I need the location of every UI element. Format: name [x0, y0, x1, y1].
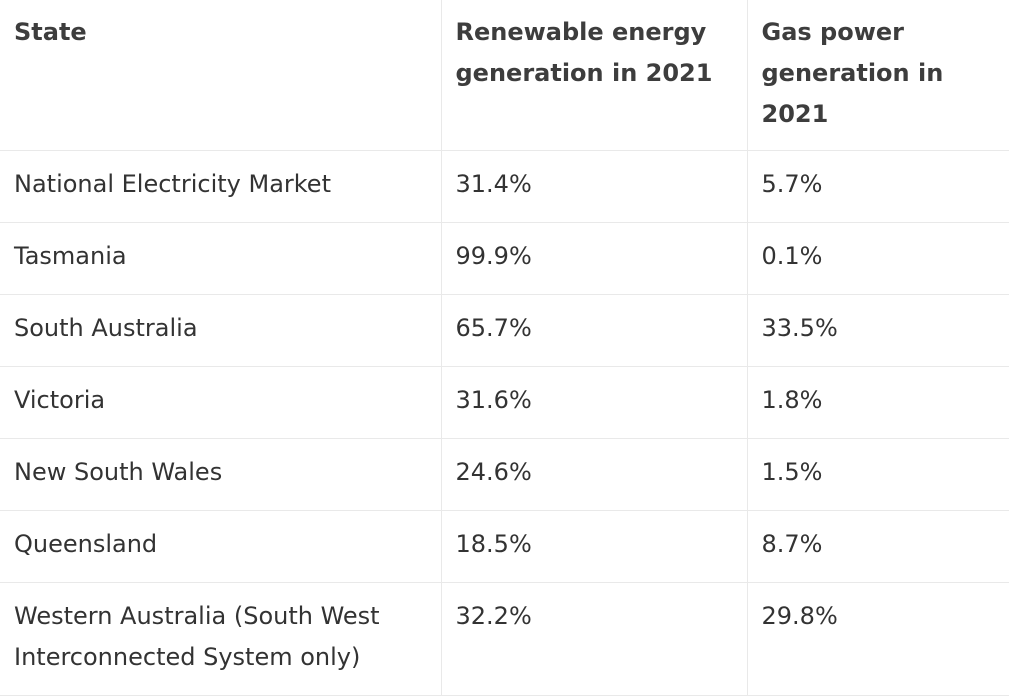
cell-renewable: 24.6% [440, 438, 748, 511]
table-row: New South Wales 24.6% 1.5% [0, 438, 1009, 511]
table-row: Western Australia (South West Interconne… [0, 582, 1009, 696]
cell-renewable: 99.9% [440, 222, 748, 295]
cell-renewable: 18.5% [440, 510, 748, 583]
table-row: Tasmania 99.9% 0.1% [0, 222, 1009, 295]
cell-gas: 29.8% [746, 582, 1009, 696]
table-row: South Australia 65.7% 33.5% [0, 294, 1009, 367]
cell-gas: 8.7% [746, 510, 1009, 583]
header-state: State [0, 0, 442, 151]
cell-state: Tasmania [0, 222, 442, 295]
cell-renewable: 31.6% [440, 366, 748, 439]
cell-gas: 33.5% [746, 294, 1009, 367]
cell-renewable: 32.2% [440, 582, 748, 696]
cell-gas: 1.8% [746, 366, 1009, 439]
cell-gas: 1.5% [746, 438, 1009, 511]
cell-renewable: 65.7% [440, 294, 748, 367]
cell-gas: 0.1% [746, 222, 1009, 295]
cell-gas: 5.7% [746, 150, 1009, 223]
table-row: Victoria 31.6% 1.8% [0, 366, 1009, 439]
cell-state: National Electricity Market [0, 150, 442, 223]
table-header-row: State Renewable energy generation in 202… [0, 0, 1009, 151]
cell-renewable: 31.4% [440, 150, 748, 223]
table-row: Queensland 18.5% 8.7% [0, 510, 1009, 583]
cell-state: South Australia [0, 294, 442, 367]
header-renewable: Renewable energy generation in 2021 [440, 0, 748, 151]
cell-state: Queensland [0, 510, 442, 583]
cell-state: Victoria [0, 366, 442, 439]
cell-state: Western Australia (South West Interconne… [0, 582, 442, 696]
header-gas: Gas power generation in 2021 [746, 0, 1009, 151]
table-row: National Electricity Market 31.4% 5.7% [0, 150, 1009, 223]
cell-state: New South Wales [0, 438, 442, 511]
